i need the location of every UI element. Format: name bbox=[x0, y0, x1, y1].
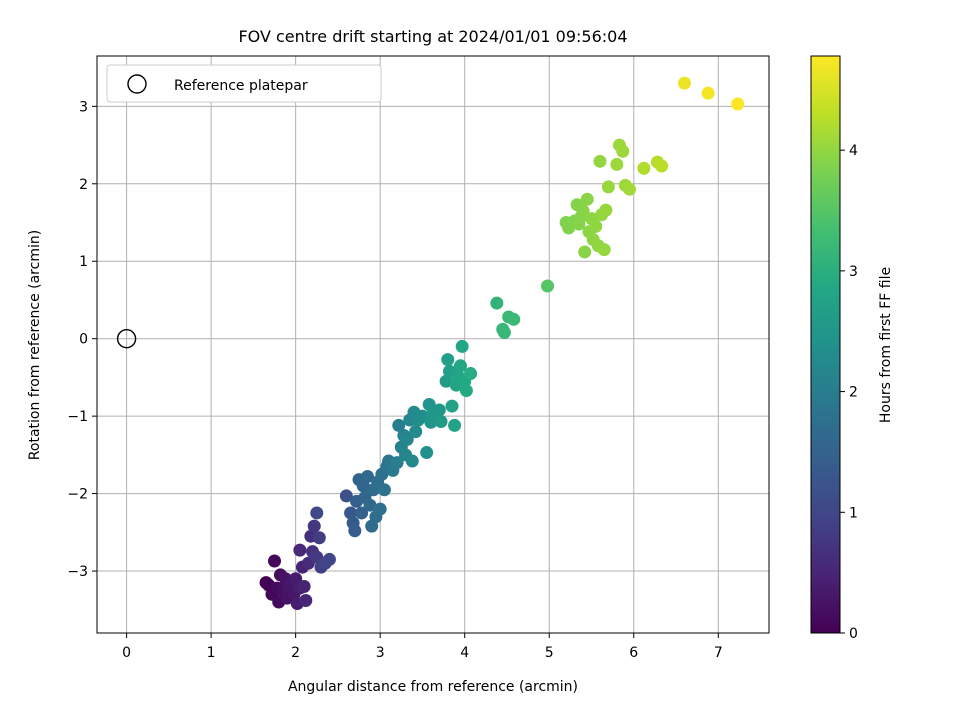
x-tick-label: 2 bbox=[291, 645, 300, 661]
x-axis-label: Angular distance from reference (arcmin) bbox=[288, 679, 578, 695]
data-point bbox=[339, 489, 353, 503]
colorbar-tick-label: 3 bbox=[849, 264, 858, 280]
colorbar-tick-label: 1 bbox=[849, 505, 858, 521]
colorbar-ticks: 0 1 2 3 4 bbox=[840, 143, 858, 642]
data-point bbox=[731, 97, 745, 111]
data-point bbox=[268, 554, 282, 568]
data-point bbox=[434, 415, 448, 429]
colorbar-tick-label: 2 bbox=[849, 385, 858, 401]
data-point bbox=[616, 144, 630, 158]
data-point bbox=[445, 399, 459, 413]
data-point bbox=[348, 524, 362, 538]
data-point bbox=[432, 403, 446, 417]
data-point bbox=[601, 180, 615, 194]
data-point bbox=[373, 502, 387, 516]
legend-label: Reference platepar bbox=[174, 78, 308, 94]
data-point bbox=[610, 157, 624, 171]
data-point bbox=[420, 446, 434, 460]
x-tick-label: 5 bbox=[545, 645, 554, 661]
data-point bbox=[490, 296, 504, 310]
data-point bbox=[307, 519, 321, 533]
data-point bbox=[623, 182, 637, 196]
plot-frame bbox=[96, 55, 770, 634]
data-point bbox=[312, 531, 326, 545]
data-point bbox=[637, 161, 651, 175]
data-point bbox=[377, 483, 391, 497]
data-point bbox=[293, 543, 307, 557]
legend-marker bbox=[127, 74, 147, 94]
grid-lines bbox=[97, 56, 769, 633]
data-point bbox=[589, 219, 603, 233]
y-tick-label: 1 bbox=[79, 254, 88, 270]
data-point bbox=[464, 367, 478, 381]
data-point bbox=[390, 456, 404, 470]
y-tick-label: −1 bbox=[67, 409, 88, 425]
y-tick-label: −2 bbox=[67, 487, 88, 503]
data-point bbox=[597, 243, 611, 257]
data-point bbox=[507, 312, 521, 326]
data-point bbox=[541, 279, 555, 293]
data-point bbox=[299, 593, 313, 607]
y-tick-label: 0 bbox=[79, 332, 88, 348]
data-point bbox=[655, 159, 669, 173]
data-point bbox=[360, 470, 374, 484]
data-point bbox=[422, 398, 436, 412]
data-point bbox=[578, 245, 592, 259]
data-point bbox=[497, 325, 511, 339]
data-point bbox=[310, 506, 324, 520]
data-point bbox=[459, 384, 473, 398]
data-point bbox=[405, 454, 419, 468]
data-points bbox=[259, 76, 745, 611]
data-point bbox=[355, 506, 369, 520]
data-point bbox=[392, 418, 406, 432]
colorbar-tick-label: 0 bbox=[849, 626, 858, 642]
colorbar-label: Hours from first FF file bbox=[878, 267, 894, 423]
reference-platepar-marker bbox=[116, 328, 137, 349]
data-point bbox=[599, 203, 613, 217]
data-point bbox=[448, 418, 462, 432]
data-point bbox=[400, 432, 414, 446]
data-point bbox=[344, 506, 358, 520]
data-point bbox=[363, 498, 377, 512]
x-axis-ticks: 0 1 2 3 4 5 6 7 bbox=[122, 633, 723, 661]
x-tick-label: 3 bbox=[376, 645, 385, 661]
data-point bbox=[455, 339, 469, 353]
y-axis-label: Rotation from reference (arcmin) bbox=[27, 230, 43, 460]
x-tick-label: 1 bbox=[207, 645, 216, 661]
data-point bbox=[576, 204, 590, 218]
data-point bbox=[439, 374, 453, 388]
data-point bbox=[297, 580, 311, 594]
colorbar bbox=[810, 55, 841, 634]
legend: Reference platepar bbox=[106, 64, 382, 103]
legend-box bbox=[106, 64, 382, 103]
data-point bbox=[593, 154, 607, 168]
data-point bbox=[441, 353, 455, 367]
data-point bbox=[453, 359, 467, 373]
x-tick-label: 0 bbox=[122, 645, 131, 661]
data-point bbox=[580, 192, 594, 206]
chart-title: FOV centre drift starting at 2024/01/01 … bbox=[238, 27, 627, 46]
data-point bbox=[677, 76, 691, 90]
x-tick-label: 4 bbox=[460, 645, 469, 661]
y-tick-label: −3 bbox=[67, 564, 88, 580]
colorbar-tick-label: 4 bbox=[849, 143, 858, 159]
y-axis-ticks: −3 −2 −1 0 1 2 3 bbox=[67, 99, 97, 580]
y-tick-label: 3 bbox=[79, 99, 88, 115]
data-point bbox=[322, 552, 336, 566]
x-tick-label: 7 bbox=[714, 645, 723, 661]
data-point bbox=[409, 425, 423, 439]
x-tick-label: 6 bbox=[629, 645, 638, 661]
y-tick-label: 2 bbox=[79, 177, 88, 193]
data-point bbox=[701, 86, 715, 100]
